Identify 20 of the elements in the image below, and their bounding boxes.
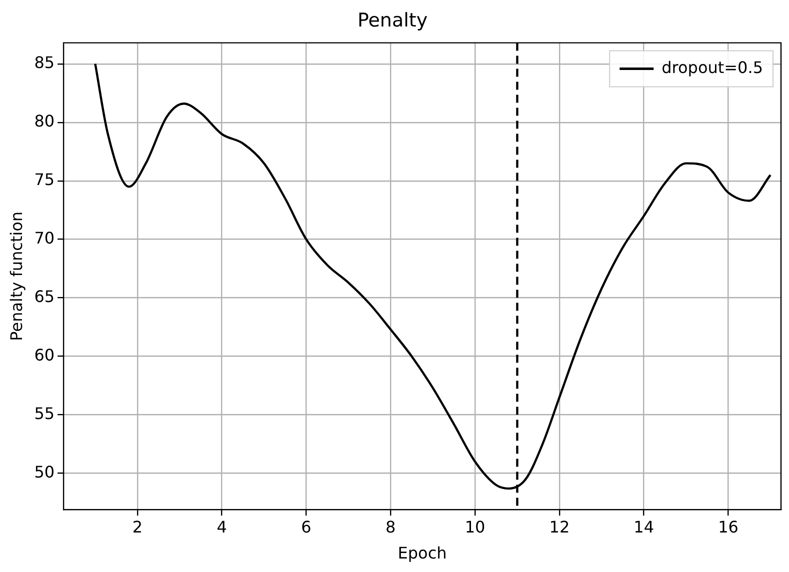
x-tick-label: 8 <box>386 517 396 536</box>
y-tick-label: 55 <box>34 404 55 423</box>
legend-label: dropout=0.5 <box>662 58 764 77</box>
y-tick-label: 65 <box>34 287 55 306</box>
y-tick-label: 70 <box>34 228 55 248</box>
x-tick-label: 4 <box>216 517 227 536</box>
y-tick-label: 80 <box>34 112 55 131</box>
x-tick-label: 10 <box>464 517 486 536</box>
x-tick-label: 6 <box>301 517 312 536</box>
x-tick-label: 14 <box>634 517 654 536</box>
x-tick-label: 2 <box>132 517 143 536</box>
x-tick-label: 16 <box>718 517 738 536</box>
y-axis-title: Penalty function <box>6 211 26 341</box>
y-tick-label: 75 <box>34 170 55 190</box>
x-axis-title: Epoch <box>398 544 447 563</box>
y-tick-label: 50 <box>34 462 55 482</box>
chart-title: Penalty <box>357 9 428 32</box>
y-tick-label: 60 <box>34 345 55 364</box>
y-tick-label: 85 <box>34 53 55 72</box>
x-tick-label: 12 <box>549 517 570 536</box>
